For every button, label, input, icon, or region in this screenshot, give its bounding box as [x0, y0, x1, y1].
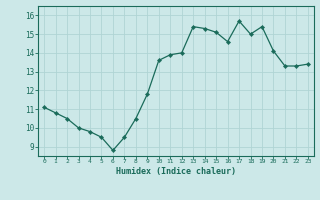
X-axis label: Humidex (Indice chaleur): Humidex (Indice chaleur)	[116, 167, 236, 176]
